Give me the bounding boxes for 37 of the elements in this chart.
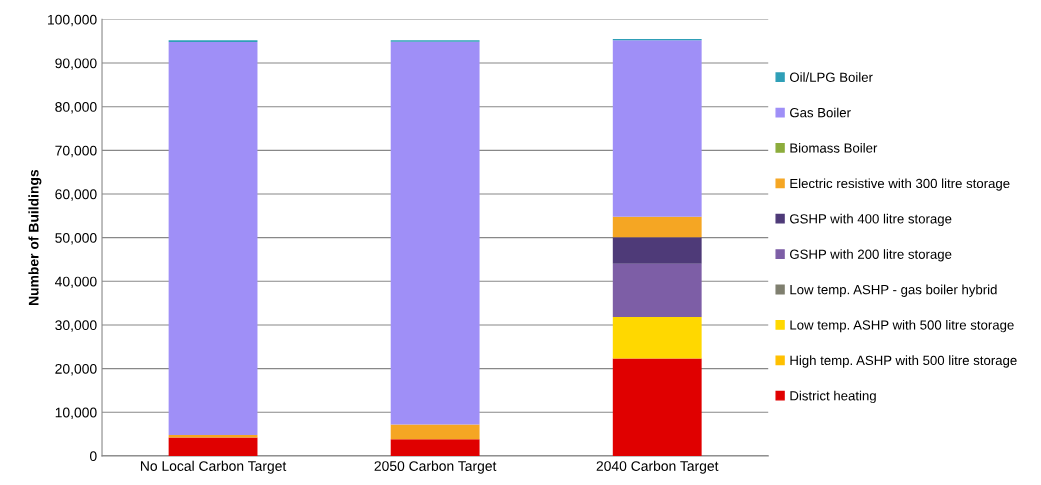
legend-label: District heating [790,390,876,404]
bar [612,358,702,456]
legend-label: Low temp. ASHP - gas boiler hybrid [790,284,997,297]
bar [612,40,702,217]
bar [612,237,702,264]
bar [612,263,702,318]
legend-label: Gas Boiler [790,107,851,118]
y-axis-title: Number of Buildings [28,169,42,305]
legend-label: Biomass Boiler [790,143,878,153]
y-tick-label: 10,000 [55,407,97,420]
y-tick-label: 80,000 [55,102,97,114]
y-tick-label: 100,000 [48,14,97,27]
bar [168,434,258,438]
legend-label: GSHP with 200 litre storage [790,249,952,262]
legend-label: Low temp. ASHP with 500 litre storage [790,319,1014,333]
x-tick-label: 2050 Carbon Target [374,460,497,474]
y-tick-label: 60,000 [55,189,97,201]
y-tick-label: 20,000 [55,363,97,376]
bar [390,41,480,425]
bar [168,437,258,456]
legend-label: Oil/LPG Boiler [789,72,873,82]
legend-label: GSHP with 400 litre storage [790,213,952,227]
y-tick-label: 70,000 [55,145,97,158]
bar [168,42,258,435]
bar [612,216,702,238]
y-tick-label: 90,000 [55,58,97,70]
bar [390,439,480,456]
y-tick-label: 30,000 [55,320,97,332]
bar [390,424,480,440]
y-tick-label: 0 [89,451,97,462]
x-tick-label: No Local Carbon Target [140,460,287,474]
legend-label: Electric resistive with 300 litre storage [790,178,1010,191]
bar [612,317,702,359]
y-tick-label: 40,000 [55,276,97,289]
x-tick-label: 2040 Carbon Target [596,460,719,474]
y-tick-label: 50,000 [55,232,97,245]
legend-label: High temp. ASHP with 500 litre storage [790,355,1017,368]
